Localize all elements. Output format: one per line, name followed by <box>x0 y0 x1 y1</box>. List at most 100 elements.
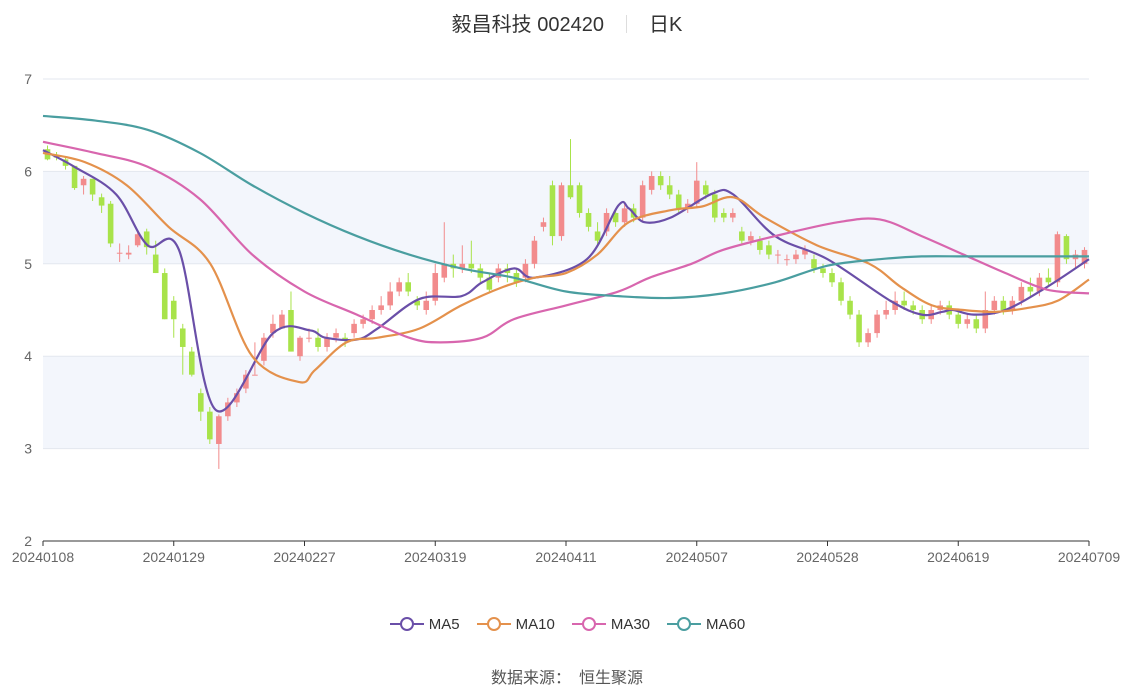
candle-body <box>784 259 790 261</box>
candle-body <box>360 319 366 324</box>
candle-body <box>261 337 267 361</box>
candle-body <box>459 263 466 269</box>
candle-body <box>739 231 745 241</box>
moving-average-lines <box>42 114 1090 413</box>
candle-body <box>585 212 592 227</box>
candle-body <box>874 314 880 334</box>
candle-body <box>170 300 177 320</box>
candle-body <box>522 263 529 278</box>
period-label: 日K <box>648 14 683 36</box>
y-tick-label: 5 <box>24 256 32 272</box>
legend-item-ma60[interactable]: MA60 <box>666 614 745 634</box>
candle-body <box>675 194 682 209</box>
x-tick-label: 20240411 <box>535 549 596 565</box>
candle-body <box>721 212 727 218</box>
gridlines <box>43 78 1089 450</box>
candle-body <box>838 282 844 301</box>
legend: MA5 MA10 MA30 MA60 <box>0 614 1134 634</box>
candle-body <box>982 310 989 329</box>
candle-body <box>730 212 736 218</box>
candle-body <box>892 300 898 310</box>
candle-body <box>234 393 240 403</box>
candle-body <box>1000 300 1007 310</box>
candle-body <box>89 178 96 195</box>
candle-body <box>152 254 159 274</box>
candle-body <box>116 252 123 254</box>
candle-body <box>134 234 141 246</box>
candle-body <box>829 273 835 283</box>
candle-body <box>1018 286 1025 301</box>
candle-body <box>324 337 330 347</box>
source-label: 数据来源： <box>490 670 571 687</box>
x-tick-label: 20240129 <box>143 549 206 565</box>
line-ma60 <box>42 114 1089 300</box>
candle-body <box>396 282 402 292</box>
candle-body <box>693 180 700 204</box>
candle-body <box>540 222 547 227</box>
candle-body <box>306 337 312 339</box>
legend-item-ma30[interactable]: MA30 <box>571 614 650 634</box>
candle-body <box>865 333 871 343</box>
candle-body <box>486 277 493 290</box>
candle-body <box>766 245 772 255</box>
candle-body <box>549 185 556 237</box>
candle-body <box>477 268 484 278</box>
candle-body <box>1036 277 1043 292</box>
title-separator <box>625 15 627 33</box>
candle-body <box>378 305 384 310</box>
candle-body <box>423 300 430 310</box>
candle-body <box>369 310 375 320</box>
source-value: 恒生聚源 <box>579 670 644 687</box>
legend-item-ma10[interactable]: MA10 <box>476 614 555 634</box>
candle-body <box>702 185 709 195</box>
candle-body <box>531 240 538 264</box>
legend-label: MA10 <box>515 615 555 633</box>
candle-body <box>188 351 195 375</box>
line-ma5 <box>42 149 1090 413</box>
candle-body <box>883 310 889 315</box>
candle-body <box>648 176 655 190</box>
candle-body <box>757 240 763 250</box>
candle-body <box>252 374 258 376</box>
candle-body <box>711 194 718 218</box>
y-axis-ticks: 2 3 4 5 6 7 <box>24 71 32 549</box>
y-tick-label: 3 <box>24 441 32 457</box>
y-tick-label: 4 <box>24 348 32 364</box>
candle-body <box>1009 300 1016 310</box>
candle-body <box>71 165 78 189</box>
candle-body <box>684 203 691 209</box>
candle-body <box>387 291 393 306</box>
candle-body <box>1045 277 1052 283</box>
stock-name: 毅昌科技 002420 <box>451 14 604 36</box>
x-tick-label: 20240319 <box>404 549 467 565</box>
candle-body <box>441 263 448 278</box>
candle-body <box>955 314 962 324</box>
x-tick-label: 20240227 <box>273 549 336 565</box>
line-ma10 <box>42 151 1090 384</box>
candle-body <box>856 314 862 343</box>
legend-marker-icon <box>667 617 702 631</box>
chart-title: 毅昌科技 002420 日K <box>0 8 1134 37</box>
legend-label: MA30 <box>610 615 651 633</box>
candle-body <box>333 333 339 338</box>
x-tick-label: 20240507 <box>666 549 729 565</box>
line-ma30 <box>42 140 1090 344</box>
legend-item-ma5[interactable]: MA5 <box>389 614 460 634</box>
candle-body <box>225 402 231 417</box>
candle-body <box>405 282 411 292</box>
legend-circle <box>399 617 414 631</box>
y-tick-label: 7 <box>24 71 32 87</box>
candle-body <box>432 273 439 301</box>
candle-body <box>80 178 87 186</box>
candle-body <box>414 300 421 306</box>
candle-body <box>657 176 664 186</box>
candle-body <box>775 254 781 256</box>
candle-body <box>612 212 619 223</box>
candle-body <box>901 300 907 306</box>
candle-body <box>820 268 826 274</box>
legend-circle <box>581 617 596 631</box>
candle-body <box>910 305 916 310</box>
x-axis: 20240108 20240129 20240227 20240319 20240411… <box>12 540 1120 565</box>
candle-body <box>125 252 132 255</box>
candle-body <box>288 310 294 352</box>
